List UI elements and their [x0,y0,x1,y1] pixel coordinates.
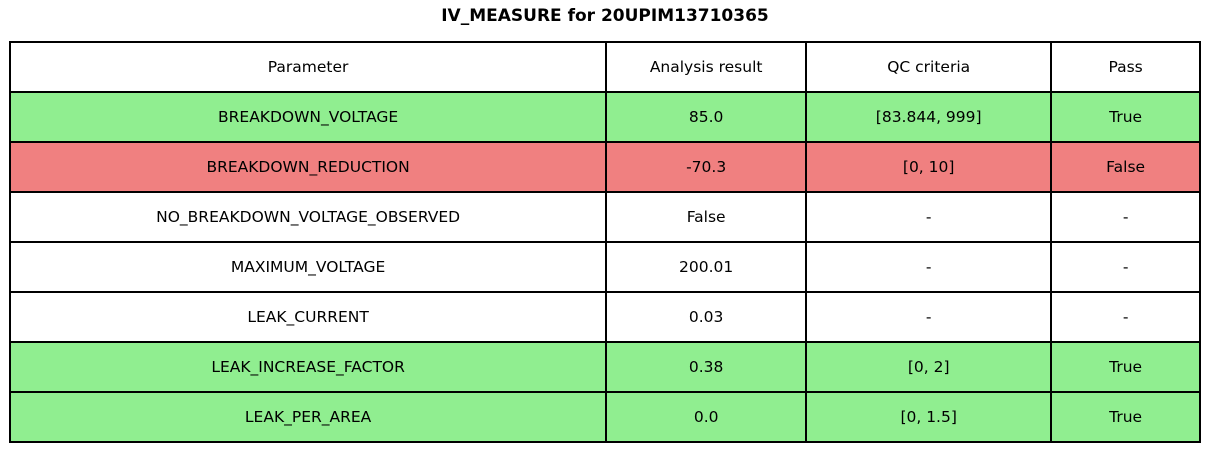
cell-pass: True [1050,91,1201,143]
cell-parameter: NO_BREAKDOWN_VOLTAGE_OBSERVED [8,191,608,243]
page-title: IV_MEASURE for 20UPIM13710365 [441,6,769,26]
table-row: BREAKDOWN_VOLTAGE 85.0 [83.844, 999] Tru… [8,91,1201,143]
column-header-qc-criteria: QC criteria [805,41,1053,93]
cell-parameter: LEAK_CURRENT [8,291,608,343]
cell-analysis-result: 0.38 [605,341,808,393]
cell-parameter: LEAK_INCREASE_FACTOR [8,341,608,393]
qc-results-table: Parameter Analysis result QC criteria Pa… [8,41,1201,443]
table-row: MAXIMUM_VOLTAGE 200.01 - - [8,241,1201,293]
table-header-row: Parameter Analysis result QC criteria Pa… [8,41,1201,93]
cell-qc-criteria: - [805,291,1053,343]
cell-pass: True [1050,391,1201,443]
cell-parameter: LEAK_PER_AREA [8,391,608,443]
column-header-analysis-result: Analysis result [605,41,808,93]
cell-analysis-result: 0.0 [605,391,808,443]
cell-analysis-result: 200.01 [605,241,808,293]
table-row: BREAKDOWN_REDUCTION -70.3 [0, 10] False [8,141,1201,193]
cell-analysis-result: 0.03 [605,291,808,343]
cell-pass: - [1050,241,1201,293]
cell-analysis-result: False [605,191,808,243]
cell-qc-criteria: [0, 10] [805,141,1053,193]
cell-pass: - [1050,191,1201,243]
table-row: LEAK_INCREASE_FACTOR 0.38 [0, 2] True [8,341,1201,393]
cell-qc-criteria: [0, 2] [805,341,1053,393]
cell-analysis-result: 85.0 [605,91,808,143]
column-header-pass: Pass [1050,41,1201,93]
cell-parameter: MAXIMUM_VOLTAGE [8,241,608,293]
column-header-parameter: Parameter [8,41,608,93]
cell-qc-criteria: - [805,241,1053,293]
cell-pass: True [1050,341,1201,393]
cell-parameter: BREAKDOWN_VOLTAGE [8,91,608,143]
cell-qc-criteria: [0, 1.5] [805,391,1053,443]
cell-pass: - [1050,291,1201,343]
cell-qc-criteria: - [805,191,1053,243]
table-row: LEAK_CURRENT 0.03 - - [8,291,1201,343]
cell-parameter: BREAKDOWN_REDUCTION [8,141,608,193]
cell-pass: False [1050,141,1201,193]
table-row: LEAK_PER_AREA 0.0 [0, 1.5] True [8,391,1201,443]
table-row: NO_BREAKDOWN_VOLTAGE_OBSERVED False - - [8,191,1201,243]
cell-analysis-result: -70.3 [605,141,808,193]
cell-qc-criteria: [83.844, 999] [805,91,1053,143]
